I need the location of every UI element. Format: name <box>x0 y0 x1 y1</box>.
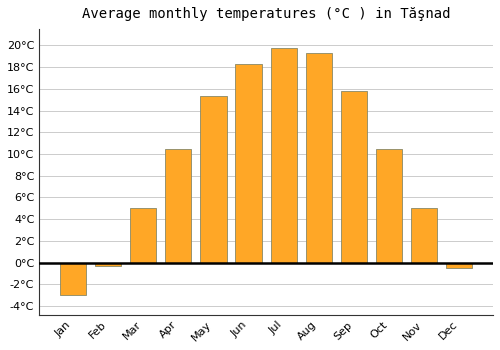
Bar <box>306 53 332 262</box>
Title: Average monthly temperatures (°C ) in Tăşnad: Average monthly temperatures (°C ) in Tă… <box>82 7 450 21</box>
Bar <box>411 208 438 262</box>
Bar <box>270 48 297 262</box>
Bar <box>340 91 367 262</box>
Bar <box>446 262 472 268</box>
Bar <box>95 262 122 266</box>
Bar <box>60 262 86 295</box>
Bar <box>376 148 402 262</box>
Bar <box>165 148 192 262</box>
Bar <box>200 96 226 262</box>
Bar <box>236 64 262 262</box>
Bar <box>130 208 156 262</box>
